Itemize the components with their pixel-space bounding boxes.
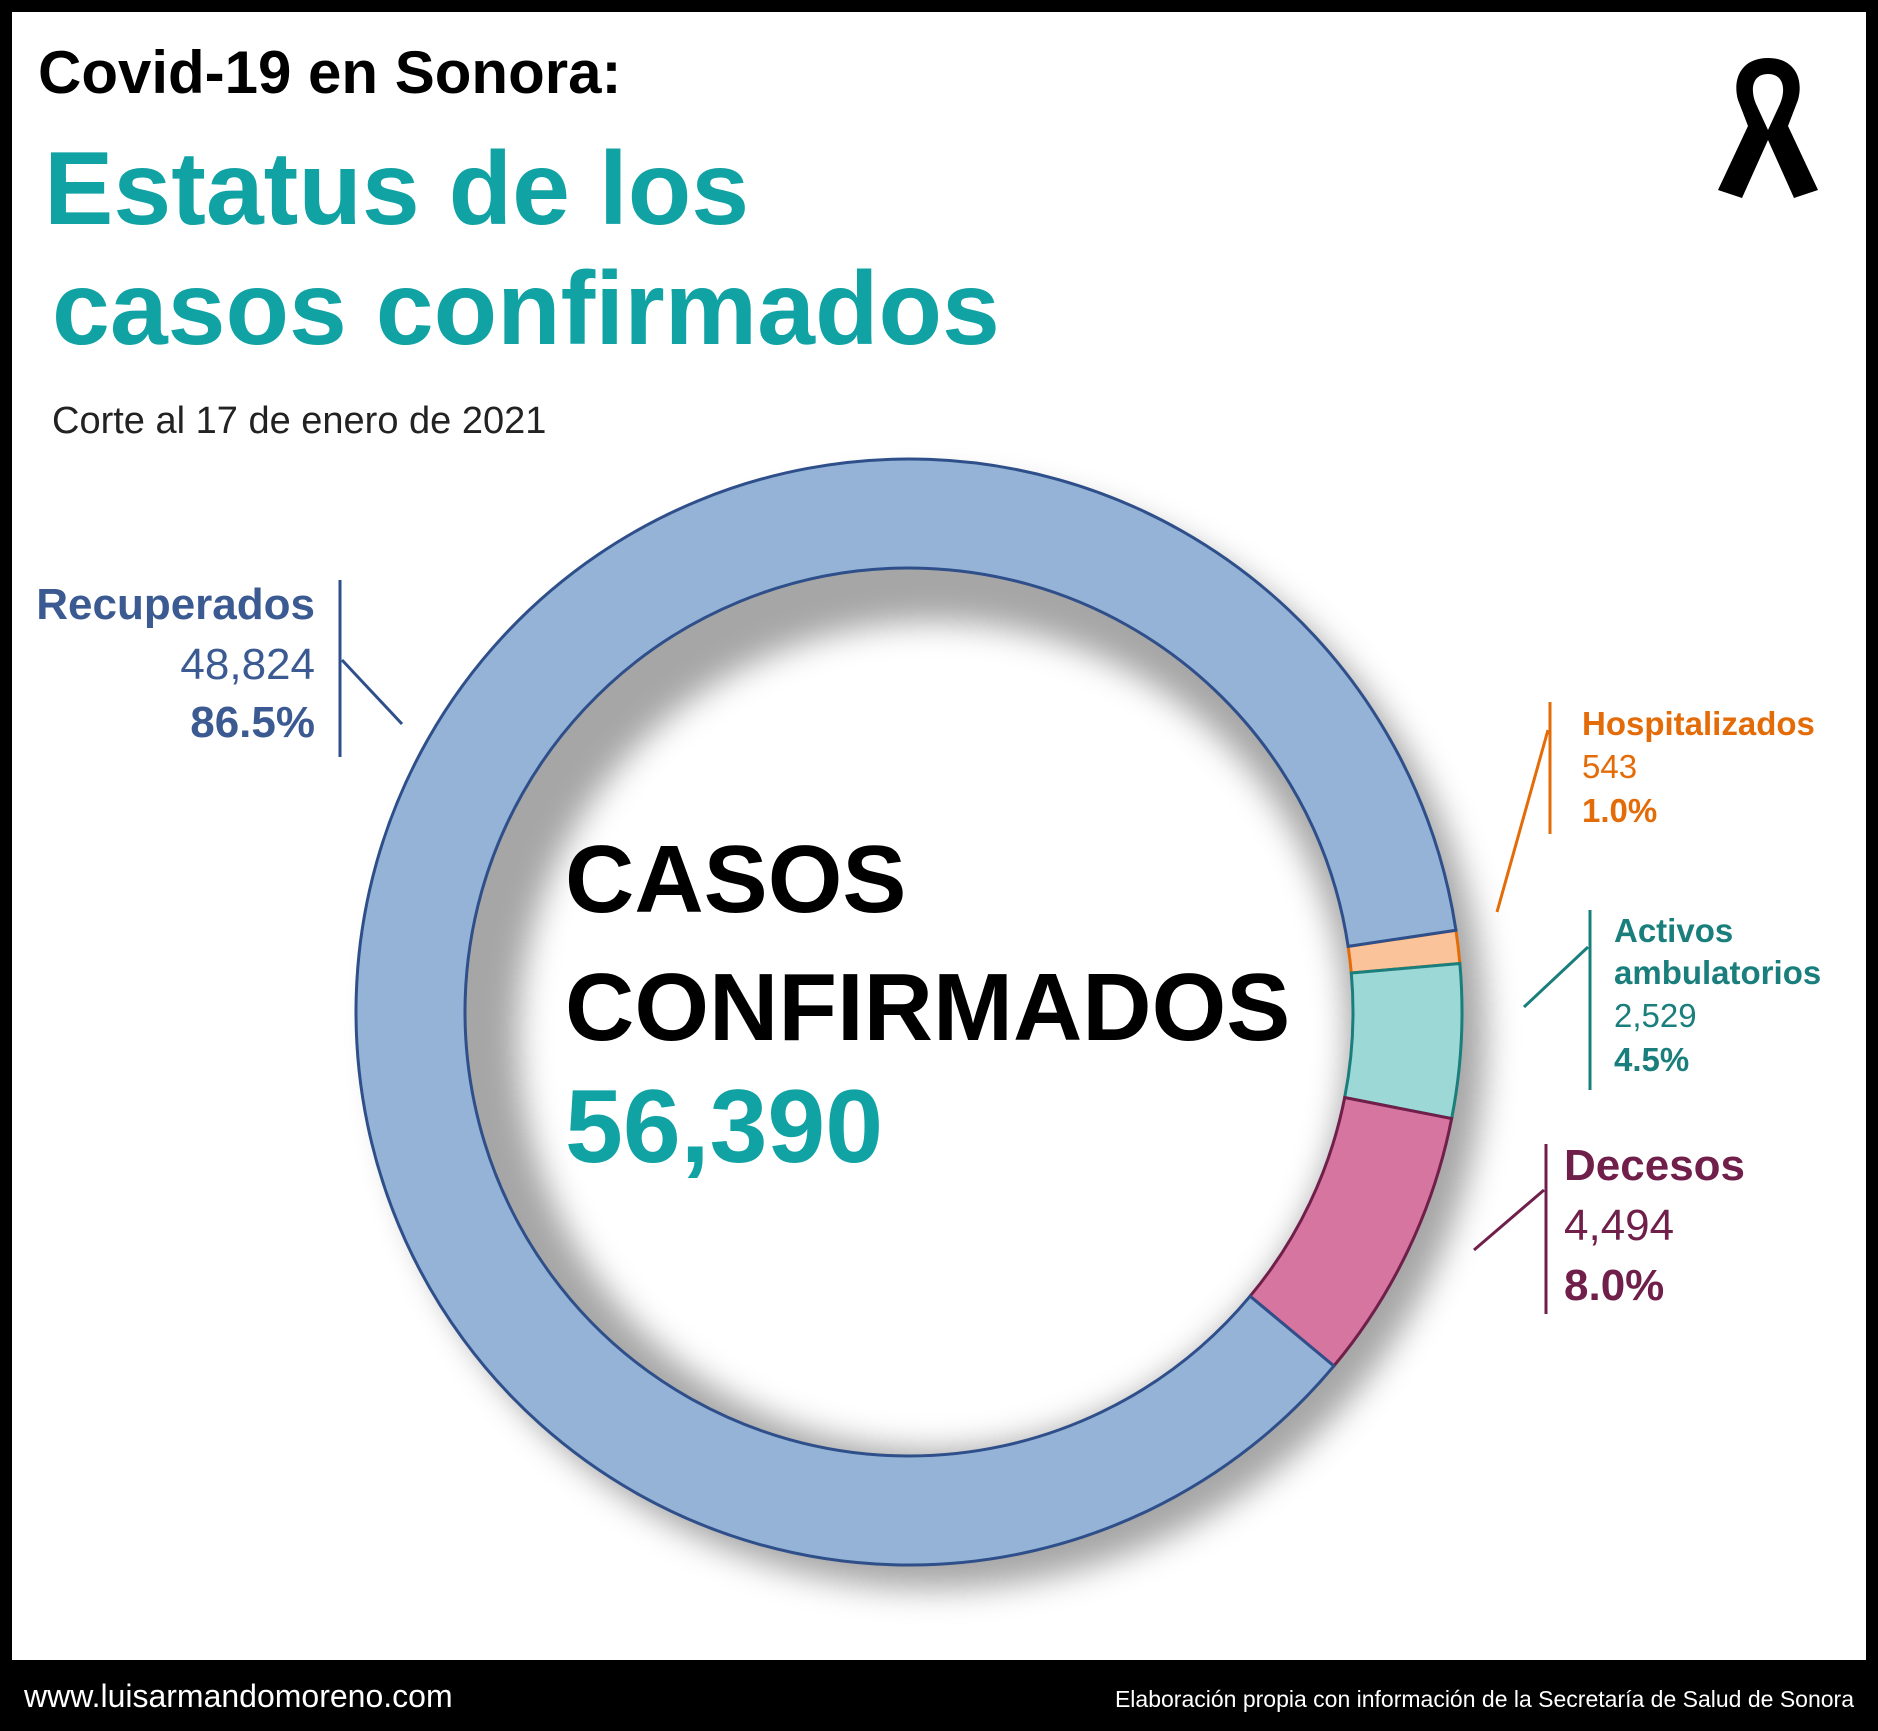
title-line-1: Estatus de los — [44, 131, 750, 247]
center-total-value: 56,390 — [565, 1069, 883, 1185]
donut-chart: Recuperados 48,824 86.5% Hospitalizados 543 1… — [36, 457, 1821, 1589]
label-recuperados-percent: 86.5% — [190, 698, 315, 747]
label-decesos-percent: 8.0% — [1564, 1261, 1664, 1310]
slice-recuperados — [354, 457, 1458, 1567]
supertitle: Covid-19 en Sonora: — [38, 39, 622, 106]
label-activos-name-line1: Activos — [1614, 912, 1733, 949]
label-activos-percent: 4.5% — [1614, 1041, 1689, 1078]
leader-line-activos — [1522, 945, 1590, 1009]
label-hospitalizados-name: Hospitalizados — [1582, 705, 1815, 742]
label-activos-value: 2,529 — [1614, 997, 1697, 1034]
label-recuperados-value: 48,824 — [180, 640, 315, 689]
slice-activos-ambulatorios — [1342, 961, 1464, 1121]
leader-line-hospitalizados — [1495, 729, 1550, 913]
mourning-ribbon-icon — [1718, 58, 1818, 198]
label-recuperados-name: Recuperados — [36, 580, 315, 629]
donut-slices — [354, 457, 1464, 1567]
label-activos-name-line2: ambulatorios — [1614, 954, 1821, 991]
source-note: Elaboración propia con información de la… — [1114, 1686, 1854, 1712]
leader-line-recuperados — [340, 658, 404, 726]
leader-lines — [338, 580, 1592, 1314]
slice-labels: Recuperados 48,824 86.5% Hospitalizados 543 1… — [36, 580, 1821, 1310]
label-hospitalizados-percent: 1.0% — [1582, 792, 1657, 829]
cutoff-date: Corte al 17 de enero de 2021 — [52, 400, 547, 442]
center-label-line1: CASOS — [565, 826, 906, 933]
footer-bar: www.luisarmandomoreno.com Elaboración pr… — [0, 1660, 1878, 1731]
title-line-2: casos confirmados — [52, 250, 1000, 367]
label-decesos-value: 4,494 — [1564, 1201, 1674, 1250]
page-title: Estatus de los casos confirmados — [44, 130, 1000, 369]
website-link[interactable]: www.luisarmandomoreno.com — [24, 1678, 453, 1714]
label-hospitalizados-value: 543 — [1582, 748, 1637, 785]
label-decesos-name: Decesos — [1564, 1141, 1745, 1190]
center-label-line2: CONFIRMADOS — [565, 954, 1290, 1061]
infographic-panel: Covid-19 en Sonora: Estatus de los casos… — [12, 12, 1866, 1660]
leader-line-decesos — [1473, 1188, 1545, 1252]
